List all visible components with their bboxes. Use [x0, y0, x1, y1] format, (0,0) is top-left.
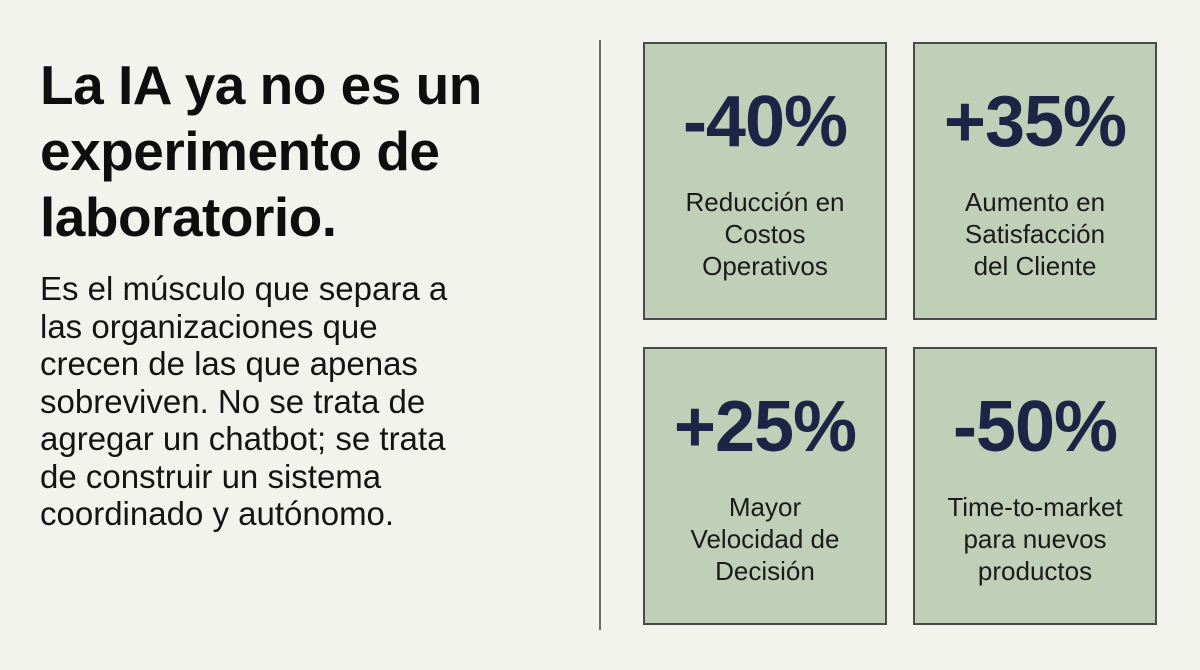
stat-value: -40%	[682, 82, 848, 162]
stat-label: Aumento en Satisfacción del Cliente	[964, 187, 1106, 281]
stat-value: +25%	[673, 387, 857, 467]
vertical-divider	[599, 40, 601, 630]
stat-label: Time-to-market para nuevos productos	[947, 492, 1123, 586]
body-paragraph: Es el músculo que separa a las organizac…	[40, 270, 448, 532]
headline: La IA ya no es un experimento de laborat…	[40, 54, 482, 248]
stat-card-cost-reduction: -40% Reducción en Costos Operativos	[643, 42, 887, 320]
stat-card-decision-speed: +25% Mayor Velocidad de Decisión	[643, 347, 887, 625]
stat-label: Reducción en Costos Operativos	[685, 187, 845, 281]
stat-value: +35%	[943, 82, 1127, 162]
stat-card-customer-satisfaction: +35% Aumento en Satisfacción del Cliente	[913, 42, 1157, 320]
stat-label: Mayor Velocidad de Decisión	[690, 492, 840, 586]
text-column: La IA ya no es un experimento de laborat…	[40, 52, 580, 533]
stat-card-time-to-market: -50% Time-to-market para nuevos producto…	[913, 347, 1157, 625]
stat-value: -50%	[952, 387, 1118, 467]
